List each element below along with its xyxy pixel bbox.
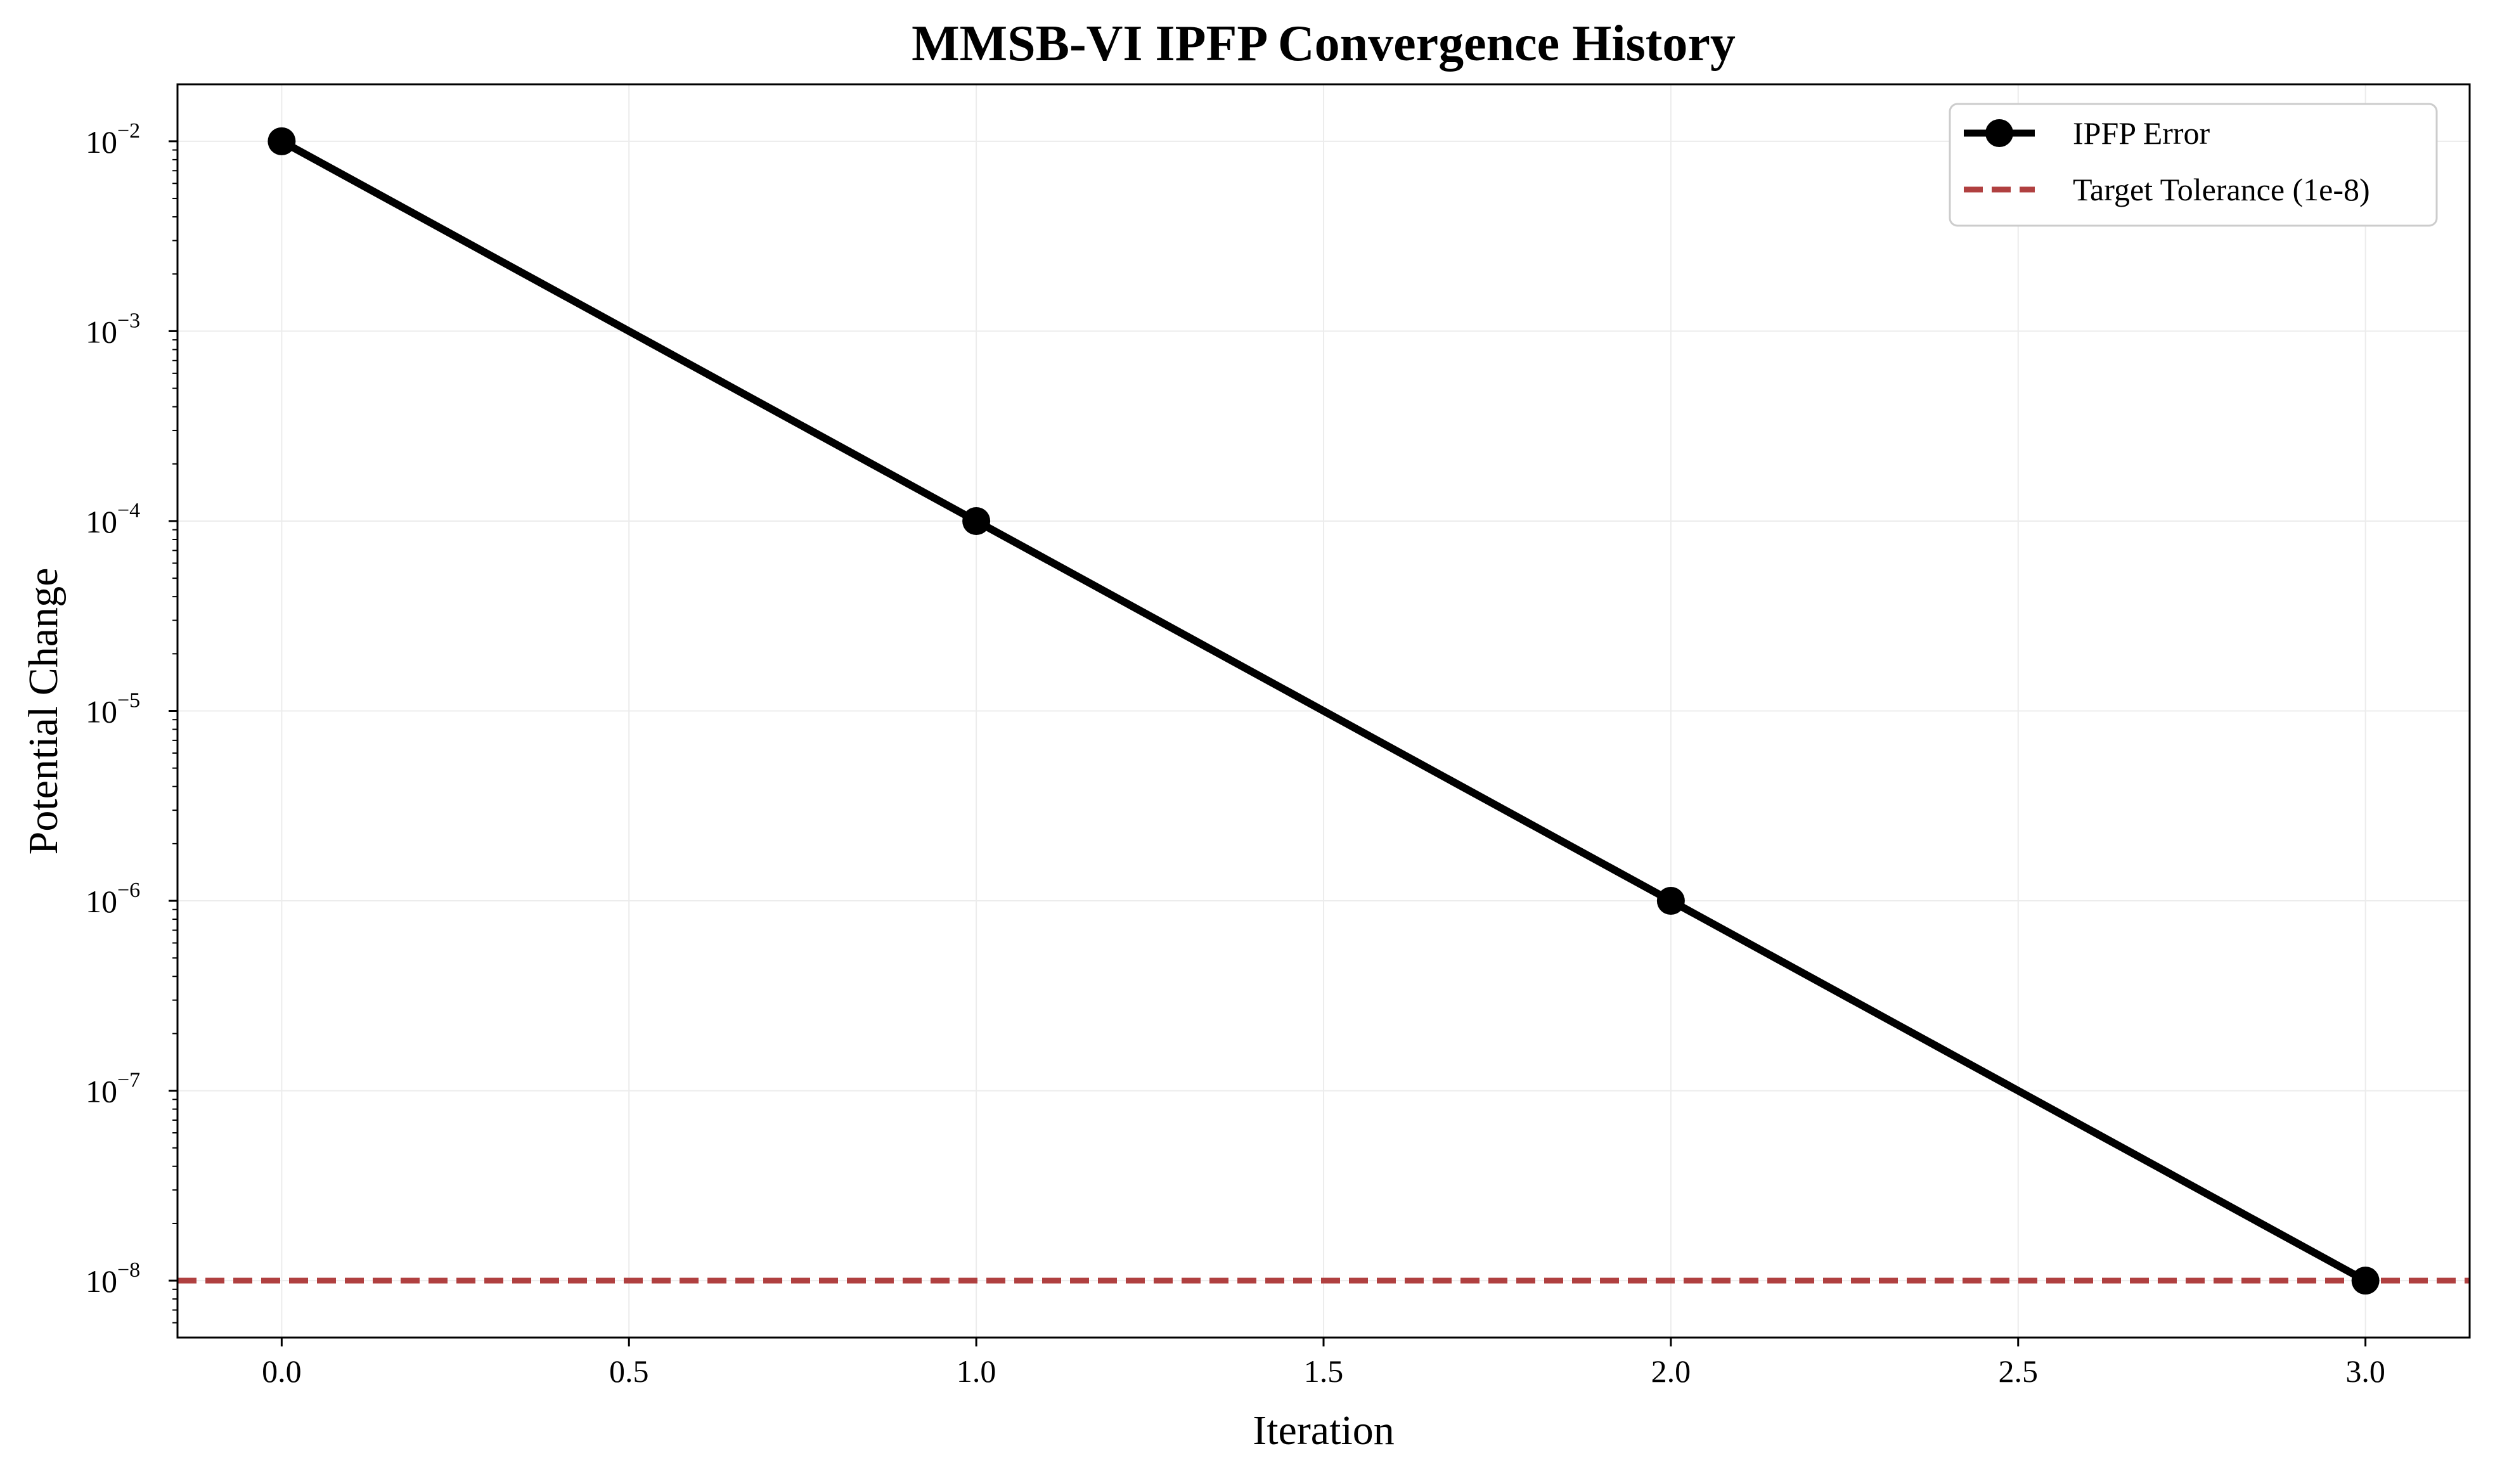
y-axis-ticks: 10−210−310−410−510−610−710−8 xyxy=(86,119,177,1324)
legend-box xyxy=(1949,103,2438,227)
legend-marker-ipfp-error xyxy=(1985,119,2013,147)
x-tick-label: 1.0 xyxy=(957,1353,996,1389)
x-tick-label: 0.0 xyxy=(262,1353,302,1389)
ipfp-error-point xyxy=(962,506,991,535)
x-axis-ticks: 0.0 0.5 1.0 1.5 2.0 2.5 3.0 xyxy=(262,1338,2385,1389)
ipfp-error-point xyxy=(1656,887,1685,915)
x-tick-label: 0.5 xyxy=(609,1353,649,1389)
legend-label-ipfp-error: IPFP Error xyxy=(2073,115,2210,151)
ipfp-error-point xyxy=(2351,1267,2380,1295)
legend: IPFP Error Target Tolerance (1e-8) xyxy=(1949,103,2438,227)
x-tick-label: 2.0 xyxy=(1651,1353,1691,1389)
x-tick-label: 1.5 xyxy=(1304,1353,1344,1389)
x-tick-label: 3.0 xyxy=(2345,1353,2385,1389)
ipfp-error-point xyxy=(268,127,296,155)
y-tick-label: 10−2 xyxy=(86,119,140,160)
x-tick-label: 2.5 xyxy=(1999,1353,2039,1389)
legend-label-target-tolerance: Target Tolerance (1e-8) xyxy=(2073,172,2370,207)
series-layer xyxy=(268,127,2380,1295)
y-axis-label: Potential Change xyxy=(20,568,67,855)
ipfp-error-line xyxy=(280,138,2368,1284)
x-axis-label: Iteration xyxy=(1253,1407,1395,1454)
chart-title: MMSB-VI IPFP Convergence History xyxy=(912,16,1736,72)
